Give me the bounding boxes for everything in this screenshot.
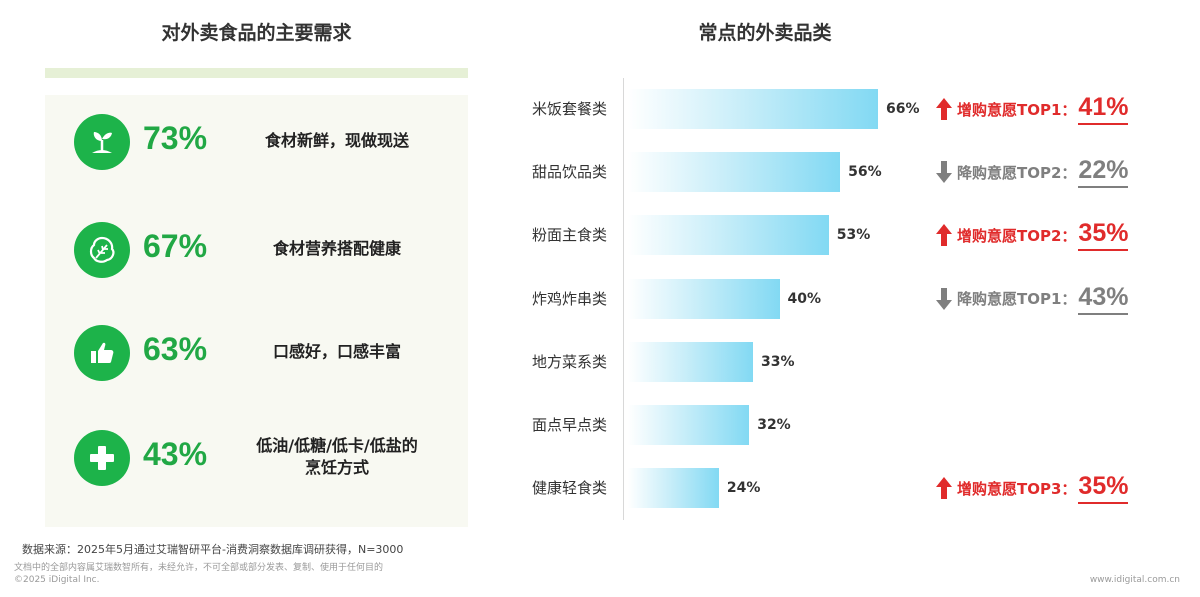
need-percent: 67% — [143, 228, 208, 264]
plus-icon — [74, 430, 130, 486]
arrow-up-icon — [935, 97, 953, 121]
category-label: 地方菜系类 — [531, 352, 607, 371]
note-label: 增购意愿TOP1： — [957, 100, 1077, 119]
arrow-up-icon — [935, 476, 953, 500]
need-label: 食材新鲜，现做现送 — [264, 131, 409, 150]
data-source-note: 数据来源：2025年5月通过艾瑞智研平台-消费洞察数据库调研获得，N=3000 — [22, 543, 404, 556]
arrow-down-icon — [935, 160, 953, 184]
needs-panel-title: 对外卖食品的主要需求 — [161, 22, 352, 44]
note-label: 降购意愿TOP1： — [957, 290, 1077, 309]
rights-note: 文档中的全部内容属艾瑞数智所有，未经允许，不可全部或部分发表、复制、使用于任何目… — [14, 563, 384, 573]
arrow-down-icon — [935, 287, 953, 311]
category-bar — [628, 215, 829, 256]
website-url: www.idigital.com.cn — [1089, 575, 1180, 585]
purchase-intent-note: 增购意愿TOP1： 41% — [935, 93, 1129, 125]
arrow-up-icon — [935, 223, 953, 247]
need-percent: 73% — [143, 120, 208, 156]
category-bar — [628, 405, 750, 445]
bar-value-label: 32% — [757, 417, 791, 433]
category-bar — [628, 152, 841, 193]
note-value: 22% — [1078, 156, 1129, 189]
title-divider — [45, 68, 468, 78]
bar-value-label: 56% — [848, 164, 882, 181]
note-value: 43% — [1078, 283, 1129, 315]
purchase-intent-note: 增购意愿TOP3： 35% — [935, 472, 1129, 505]
category-label: 米饭套餐类 — [531, 100, 607, 118]
category-bar — [628, 89, 878, 129]
note-value: 35% — [1078, 472, 1129, 505]
copyright-note: ©2025 iDigital Inc. — [14, 575, 100, 585]
need-label: 食材营养搭配健康 — [272, 239, 401, 258]
note-value: 35% — [1078, 219, 1129, 252]
note-label: 降购意愿TOP2： — [957, 163, 1077, 182]
needs-panel: 73% 食材新鲜，现做现送 67% 食材营养搭配健康 63% 口感好，口感丰富 — [45, 95, 468, 527]
category-bar — [628, 278, 780, 319]
need-label: 口感好，口感丰富 — [272, 342, 401, 361]
category-label: 面点早点类 — [531, 416, 607, 434]
need-label-line: 烹饪方式 — [304, 458, 369, 477]
need-item: 67% 食材营养搭配健康 — [45, 220, 468, 280]
bar-value-label: 33% — [761, 353, 795, 370]
category-label: 甜品饮品类 — [531, 163, 607, 182]
category-bar — [628, 468, 719, 509]
need-percent: 63% — [143, 331, 208, 367]
categories-chart-title: 常点的外卖品类 — [698, 22, 832, 44]
need-item: 63% 口感好，口感丰富 — [45, 323, 468, 383]
chart-axis-line — [623, 78, 624, 520]
bar-value-label: 66% — [886, 101, 920, 117]
purchase-intent-note: 增购意愿TOP2： 35% — [935, 219, 1129, 252]
need-item: 43% 低油/低糖/低卡/低盐的 烹饪方式 — [45, 428, 468, 488]
category-label: 炸鸡炸串类 — [531, 289, 607, 308]
need-percent: 43% — [143, 436, 208, 472]
purchase-intent-note: 降购意愿TOP2： 22% — [935, 156, 1129, 189]
category-label: 粉面主食类 — [531, 226, 607, 245]
bar-value-label: 40% — [787, 290, 822, 307]
need-label-line: 低油/低糖/低卡/低盐的 — [256, 436, 418, 455]
category-label: 健康轻食类 — [531, 479, 607, 498]
seedling-icon — [74, 114, 130, 170]
thumbs-up-icon — [74, 325, 130, 381]
need-label: 低油/低糖/低卡/低盐的 烹饪方式 — [227, 435, 447, 479]
bar-value-label: 53% — [836, 227, 871, 244]
purchase-intent-note: 降购意愿TOP1： 43% — [935, 283, 1129, 315]
need-item: 73% 食材新鲜，现做现送 — [45, 112, 468, 172]
category-bar — [628, 341, 753, 382]
note-label: 增购意愿TOP3： — [957, 479, 1077, 498]
note-label: 增购意愿TOP2： — [957, 226, 1077, 245]
note-value: 41% — [1078, 93, 1129, 125]
bar-value-label: 24% — [726, 480, 761, 497]
lettuce-icon — [74, 222, 130, 278]
